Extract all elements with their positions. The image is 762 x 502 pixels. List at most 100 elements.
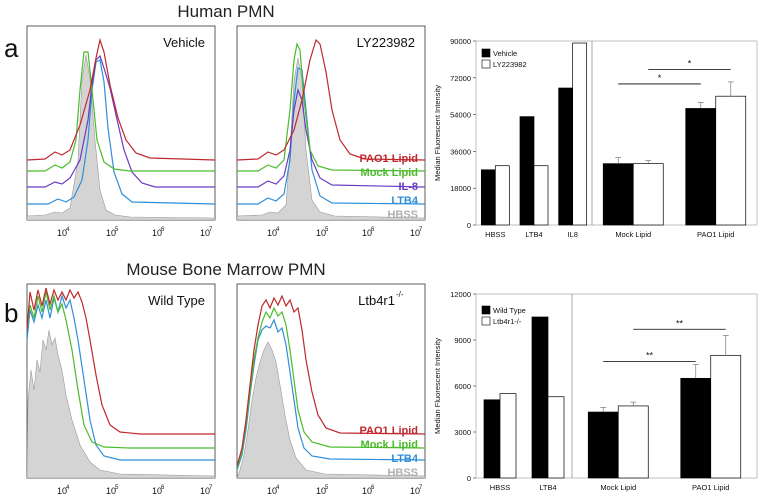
x-tick-label: 105 bbox=[106, 227, 119, 238]
x-tick-label: 104 bbox=[267, 485, 280, 496]
significance-label: * bbox=[688, 59, 692, 69]
significance-label: ** bbox=[676, 318, 684, 328]
bar-vehicle bbox=[685, 108, 717, 226]
svg-text:6: 6 bbox=[161, 227, 165, 233]
svg-text:10: 10 bbox=[152, 228, 162, 238]
legend-label: LY223982 bbox=[493, 60, 527, 69]
svg-text:7: 7 bbox=[419, 227, 423, 233]
hbss-curve bbox=[237, 57, 425, 220]
x-tick-label: 106 bbox=[152, 485, 165, 496]
svg-text:4: 4 bbox=[66, 485, 70, 491]
x-category-label: HBSS bbox=[485, 230, 505, 239]
pao1-lipid-curve bbox=[237, 294, 425, 467]
hist-label-wild-type: Wild Type bbox=[148, 293, 205, 308]
bar-vehicle bbox=[602, 163, 634, 226]
x-tick-label: 105 bbox=[316, 485, 329, 496]
bar-ly223982 bbox=[572, 42, 588, 226]
bar-wild-type bbox=[531, 316, 549, 479]
x-tick-label: 104 bbox=[267, 227, 280, 238]
x-category-label: LTB4 bbox=[525, 230, 542, 239]
hist-b2-xticks: 104 105 106 107 bbox=[267, 485, 423, 496]
svg-text:5: 5 bbox=[325, 485, 329, 491]
bar-vehicle bbox=[558, 87, 574, 226]
bar-ly223982 bbox=[632, 163, 664, 226]
y-tick-label: 3000 bbox=[454, 428, 471, 437]
svg-text:7: 7 bbox=[419, 485, 423, 491]
row-a-legend: PAO1 Lipid Mock Lipid IL-8 LTB4 HBSS bbox=[360, 153, 419, 221]
y-tick-label: 0 bbox=[467, 221, 471, 230]
legend-pao1-lipid: PAO1 Lipid bbox=[360, 153, 418, 165]
legend-hbss: HBSS bbox=[387, 467, 418, 479]
legend-il8: IL-8 bbox=[398, 181, 418, 193]
x-tick-label: 106 bbox=[152, 227, 165, 238]
bar-ly223982 bbox=[533, 165, 549, 226]
hist-a1-xticks: 104 105 106 107 bbox=[57, 227, 213, 238]
legend-label: Ltb4r1-/- bbox=[493, 317, 522, 326]
svg-text:10: 10 bbox=[57, 228, 67, 238]
bar-wild-type bbox=[587, 411, 619, 479]
ltb4-curve bbox=[237, 67, 425, 205]
svg-text:10: 10 bbox=[267, 486, 277, 496]
svg-text:6: 6 bbox=[371, 227, 375, 233]
svg-text:10: 10 bbox=[362, 486, 372, 496]
x-tick-label: 106 bbox=[362, 227, 375, 238]
y-axis-label: Median Fluorescent Intensity bbox=[433, 85, 442, 181]
row-b-legend: PAO1 Lipid Mock Lipid LTB4 HBSS bbox=[360, 425, 419, 479]
bar-chart-a: 0 18000 36000 54000 72000 90000 Median Fluores… bbox=[433, 37, 758, 239]
svg-text:10: 10 bbox=[316, 228, 326, 238]
bar-ltb4r1- bbox=[499, 393, 517, 479]
x-tick-label: 104 bbox=[57, 227, 70, 238]
bar-ly223982 bbox=[715, 95, 747, 226]
bar-ltb4r1- bbox=[617, 405, 649, 479]
x-tick-label: 105 bbox=[316, 227, 329, 238]
hist-label-ly223982: LY223982 bbox=[357, 35, 415, 50]
ltb4-curve bbox=[27, 293, 215, 461]
panel-letter-a: a bbox=[4, 33, 19, 63]
x-tick-label: 105 bbox=[106, 485, 119, 496]
row-b-title: Mouse Bone Marrow PMN bbox=[126, 260, 325, 279]
hbss-curve bbox=[27, 329, 215, 478]
legend-label: Wild Type bbox=[493, 306, 526, 315]
significance-label: * bbox=[658, 73, 662, 83]
svg-text:10: 10 bbox=[57, 486, 67, 496]
hist-label-ltb4r1: Ltb4r1 bbox=[358, 293, 395, 308]
legend-mock-lipid: Mock Lipid bbox=[361, 439, 418, 451]
bar-ltb4r1- bbox=[547, 396, 565, 479]
bar-vehicle bbox=[519, 116, 535, 226]
bar-ltb4r1- bbox=[710, 354, 742, 479]
svg-text:5: 5 bbox=[325, 227, 329, 233]
y-axis-label: Median Fluorescent Intensity bbox=[433, 338, 442, 434]
hist-ltb4r1-curves bbox=[237, 294, 425, 478]
y-tick-label: 36000 bbox=[450, 147, 471, 156]
x-category-label: HBSS bbox=[490, 483, 510, 492]
bar-wild-type bbox=[680, 377, 712, 479]
svg-text:4: 4 bbox=[276, 485, 280, 491]
y-tick-label: 54000 bbox=[450, 111, 471, 120]
legend-mock-lipid: Mock Lipid bbox=[361, 167, 418, 179]
svg-text:10: 10 bbox=[152, 486, 162, 496]
svg-text:4: 4 bbox=[66, 227, 70, 233]
mock-lipid-curve bbox=[237, 42, 425, 172]
hist-frame-ly223982 bbox=[236, 25, 426, 221]
right-plot-frame bbox=[571, 293, 758, 479]
svg-text:10: 10 bbox=[267, 228, 277, 238]
svg-text:10: 10 bbox=[200, 486, 210, 496]
svg-text:10: 10 bbox=[106, 486, 116, 496]
hist-vehicle-curves bbox=[27, 37, 215, 220]
x-category-label: IL8 bbox=[567, 230, 577, 239]
svg-text:10: 10 bbox=[316, 486, 326, 496]
hbss-curve bbox=[237, 341, 425, 478]
hist-wild-type-curves bbox=[27, 287, 215, 478]
bar-ly223982 bbox=[494, 165, 510, 226]
bar-vehicle bbox=[480, 169, 496, 226]
x-category-label: PAO1 Lipid bbox=[692, 483, 729, 492]
hist-a2-xticks: 104 105 106 107 bbox=[267, 227, 423, 238]
x-tick-label: 107 bbox=[200, 485, 213, 496]
x-category-label: PAO1 Lipid bbox=[697, 230, 734, 239]
bar-wild-type bbox=[483, 399, 501, 479]
svg-text:10: 10 bbox=[200, 228, 210, 238]
legend-ltb4: LTB4 bbox=[391, 195, 419, 207]
svg-text:6: 6 bbox=[371, 485, 375, 491]
hist-b1-xticks: 104 105 106 107 bbox=[57, 485, 213, 496]
